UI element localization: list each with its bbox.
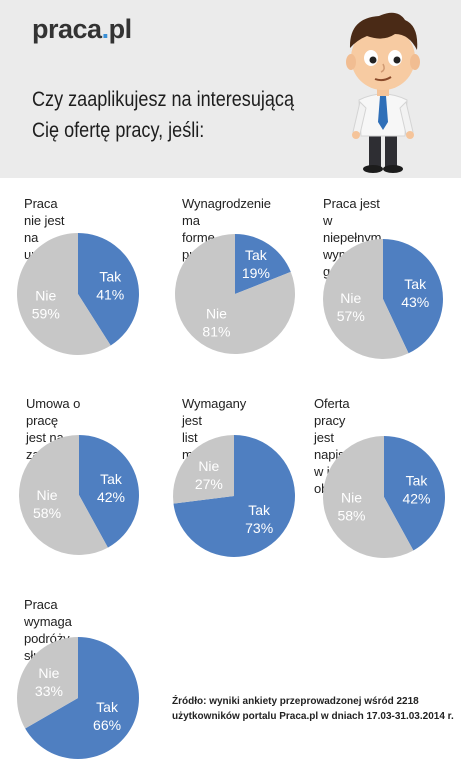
slice-category-label: Nie xyxy=(37,487,58,503)
source-text: wyniki ankiety przeprowadzonej wśród 221… xyxy=(172,696,454,722)
slice-category-label: Tak xyxy=(248,502,271,518)
slice-value-label: 19% xyxy=(242,265,270,281)
cartoon-man-illustration xyxy=(346,12,420,173)
slice-category-label: Tak xyxy=(406,473,429,489)
pie-chart: Tak 42% Nie 58% xyxy=(19,435,139,555)
slice-value-label: 27% xyxy=(195,476,223,492)
slice-value-label: 41% xyxy=(96,287,124,303)
slice-value-label: 59% xyxy=(32,305,60,321)
slice-value-label: 43% xyxy=(401,294,429,310)
pie-chart: Tak 41% Nie 59% xyxy=(16,233,139,355)
question-line-2: Cię ofertę pracy, jeśli: xyxy=(32,119,205,142)
slice-category-label: Nie xyxy=(198,458,219,474)
pie-chart: Tak 42% Nie 58% xyxy=(322,436,445,558)
logo-tld: pl xyxy=(108,14,133,44)
pie-slice-nie xyxy=(17,637,78,729)
survey-question: Czy zaaplikujesz na interesującą Cię ofe… xyxy=(32,84,307,146)
pie-slice-tak xyxy=(25,637,139,759)
pie-slice-nie xyxy=(322,436,414,558)
pie-chart: Tak 43% Nie 57% xyxy=(323,239,443,359)
pie-slice-nie xyxy=(19,435,108,555)
slice-category-label: Tak xyxy=(404,276,427,292)
pie-slice-tak xyxy=(384,436,445,551)
slice-value-label: 42% xyxy=(97,489,125,505)
slice-category-label: Nie xyxy=(206,305,227,321)
slice-value-label: 58% xyxy=(337,507,365,523)
slice-category-label: Tak xyxy=(99,269,122,285)
pie-chart: Tak 66% Nie 33% xyxy=(17,637,139,759)
slice-category-label: Nie xyxy=(38,665,59,681)
slice-value-label: 58% xyxy=(33,505,61,521)
pie-chart: Tak 19% Nie 81% xyxy=(175,234,295,354)
question-line-1: Czy zaaplikujesz na interesującą xyxy=(32,88,295,111)
pie-slice-tak xyxy=(383,239,443,354)
logo-dot: . xyxy=(101,14,110,44)
slice-category-label: Tak xyxy=(245,247,268,263)
logo-main: praca xyxy=(32,14,102,44)
pie-slice-nie xyxy=(16,233,111,355)
slice-value-label: 73% xyxy=(245,520,273,536)
pie-slice-tak xyxy=(173,435,295,557)
slice-value-label: 42% xyxy=(402,491,430,507)
slice-category-label: Nie xyxy=(340,290,361,306)
slice-value-label: 57% xyxy=(337,308,365,324)
header-banner: praca.pl Czy zaaplikujesz na interesując… xyxy=(0,0,461,178)
pie-slice-nie xyxy=(173,435,234,504)
slice-value-label: 33% xyxy=(35,683,63,699)
slice-category-label: Nie xyxy=(341,489,362,505)
slice-category-label: Tak xyxy=(96,699,119,715)
pie-chart: Tak 73% Nie 27% xyxy=(173,435,295,557)
pie-slice-tak xyxy=(235,234,291,294)
slice-category-label: Nie xyxy=(35,287,56,303)
slice-category-label: Tak xyxy=(100,471,123,487)
praca-pl-logo[interactable]: praca.pl xyxy=(32,14,132,45)
pie-slice-tak xyxy=(79,435,139,548)
survey-source-note: Źródło: wyniki ankiety przeprowadzonej w… xyxy=(172,694,457,724)
pie-slice-nie xyxy=(175,234,295,354)
pie-slice-nie xyxy=(323,239,409,359)
slice-value-label: 81% xyxy=(202,323,230,339)
source-label: Źródło: xyxy=(172,696,207,707)
pie-slice-tak xyxy=(78,233,139,346)
slice-value-label: 66% xyxy=(93,717,121,733)
